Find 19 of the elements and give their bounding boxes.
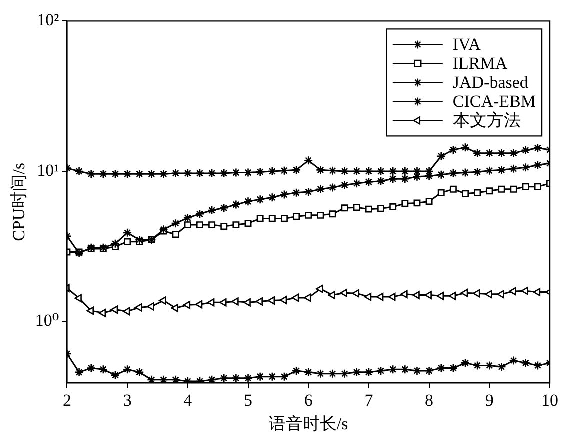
x-tick-label: 5 — [244, 390, 253, 410]
y-tick-label: 10¹ — [37, 160, 60, 180]
x-tick-label: 3 — [123, 390, 132, 410]
x-axis-title: 语音时长/s — [268, 414, 348, 434]
y-axis-title: CPU时间/s — [10, 162, 29, 242]
x-tick-label: 10 — [542, 390, 558, 410]
legend-label: IVA — [452, 35, 482, 54]
legend-label: JAD-based — [452, 73, 529, 92]
legend-label: ILRMA — [452, 54, 508, 74]
x-tick-label: 7 — [364, 390, 374, 410]
legend-label: 本文方法 — [452, 111, 521, 130]
x-tick-label: 6 — [304, 390, 313, 410]
x-tick-label: 8 — [425, 390, 434, 410]
y-tick-label: 10² — [37, 10, 60, 30]
y-tick-label: 10⁰ — [35, 311, 60, 330]
x-tick-label: 4 — [184, 390, 193, 410]
x-tick-label: 9 — [485, 390, 494, 410]
legend-label: CICA-EBM — [452, 92, 536, 112]
x-tick-label: 2 — [62, 390, 72, 410]
